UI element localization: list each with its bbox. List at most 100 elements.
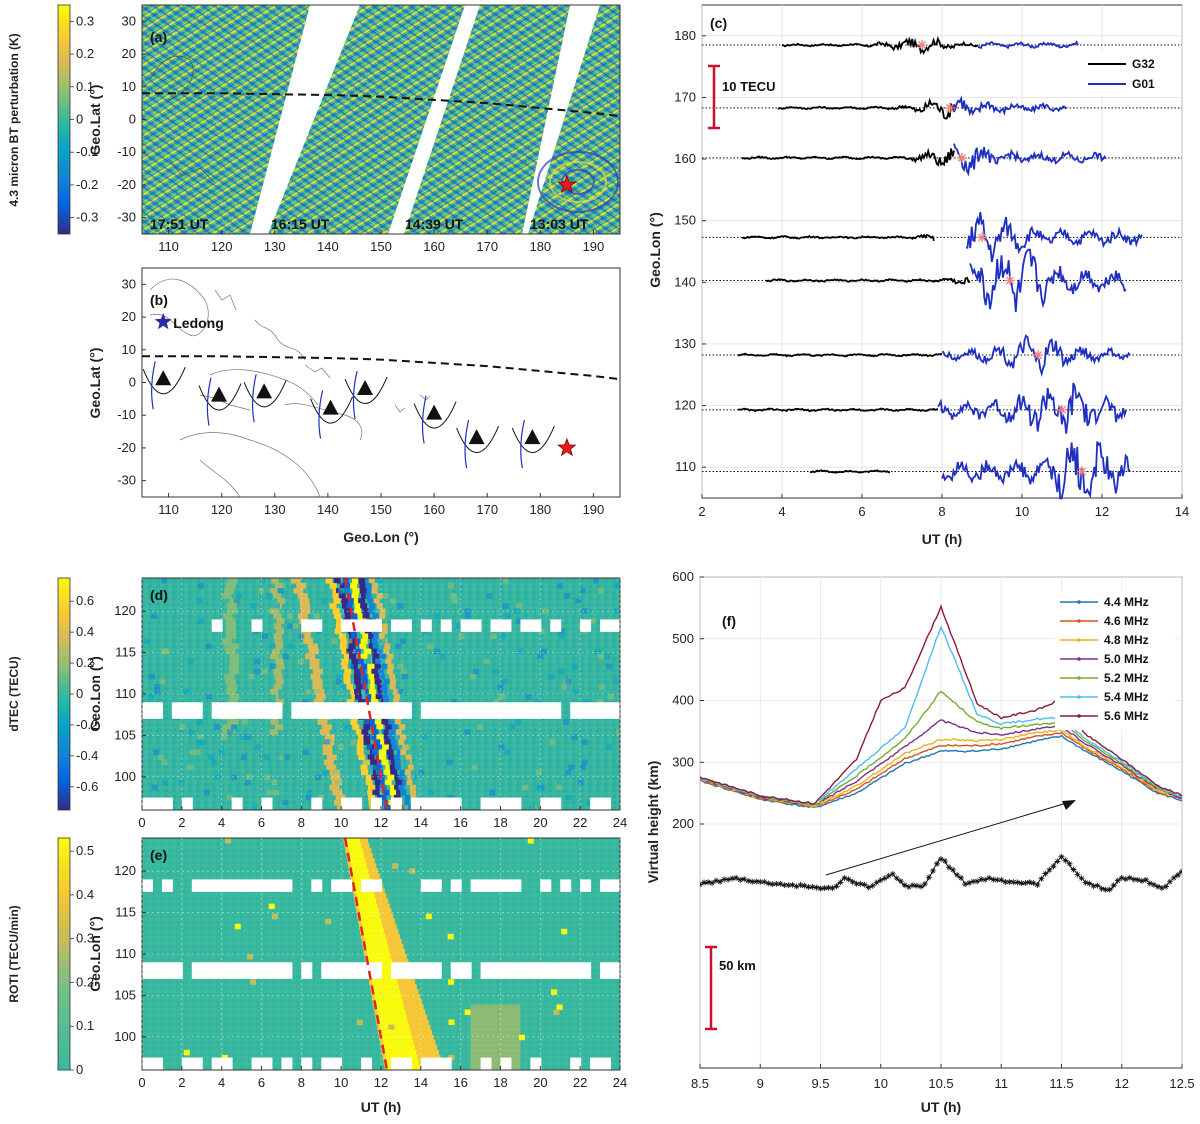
x-tick-label: 18 [493, 815, 507, 830]
dtec-cell [309, 658, 320, 665]
trend-arrow [825, 801, 1071, 876]
dtec-cell [372, 789, 380, 796]
panel-label-b: (b) [150, 292, 168, 308]
data-gap [341, 702, 353, 719]
data-gap [580, 702, 592, 719]
dtec-cell [378, 673, 385, 680]
roti-cell [368, 959, 393, 965]
data-gap [540, 879, 552, 892]
axes-f: 8.5 9 9.5 10 10.5 11 11.5 12 12.5 600 500 400 300 200 [672, 569, 1194, 1091]
dtec-cell [290, 578, 301, 584]
x-tick-label: 24 [613, 1075, 627, 1090]
g01-trace [977, 40, 1079, 50]
dtec-cell [367, 683, 375, 690]
x-tick-label: 12.5 [1169, 1076, 1194, 1091]
data-gap [400, 1057, 412, 1070]
y-tick-label: 20 [122, 46, 136, 61]
ipp-track [413, 401, 457, 429]
dtec-cell [369, 719, 376, 725]
colorbar-tick: -0.2 [76, 177, 98, 192]
dtec-cell [341, 663, 349, 670]
colorbar-tick: -0.3 [76, 210, 98, 225]
x-tick-label: 140 [317, 502, 339, 517]
g01-trace [953, 143, 1107, 177]
ipp-track-g01 [464, 419, 470, 469]
x-tick-label: 10 [874, 1076, 888, 1091]
dtec-cell [341, 603, 349, 609]
dtec-cell [376, 603, 383, 609]
ipp-track [310, 396, 354, 424]
dtec-cell [381, 683, 388, 690]
dtec-cell [394, 764, 401, 771]
y-tick-label: 115 [115, 905, 136, 920]
dtec-cell [393, 754, 400, 761]
roti-cell [372, 984, 399, 990]
dtec-cell [346, 603, 353, 609]
x-tick-label: 8 [938, 504, 945, 519]
dtec-cell [380, 739, 388, 745]
data-gap [450, 962, 462, 979]
data-gap [460, 962, 472, 979]
y-tick-label: 110 [675, 459, 696, 474]
y-tick-label: 105 [114, 727, 136, 742]
y-tick-label: 105 [114, 987, 136, 1002]
data-gap [311, 879, 323, 892]
x-tick-label: 120 [211, 502, 233, 517]
data-gap [231, 797, 243, 810]
dtec-cell [300, 603, 311, 609]
dtec-cell [341, 658, 349, 665]
g32-trace [741, 233, 935, 242]
colorbar-tick: 0.2 [76, 46, 94, 61]
data-gap [301, 702, 313, 719]
data-gap [221, 962, 233, 979]
dtec-cell [343, 678, 351, 685]
data-gap [261, 962, 273, 979]
dtec-cell [344, 668, 352, 675]
roti-cell [361, 918, 382, 925]
y-tick-label: 300 [672, 754, 694, 769]
x-tick-label: 150 [370, 502, 392, 517]
dtec-cell [368, 643, 376, 650]
ipp-track-g01 [352, 370, 358, 420]
dtec-cell [332, 588, 340, 594]
y-tick-label: 0 [129, 375, 136, 390]
dtec-cell [368, 633, 376, 640]
dtec-cell [356, 744, 364, 750]
dtec-cell [360, 603, 368, 609]
y-tick-label: 0 [129, 112, 136, 127]
dtec-cell [380, 779, 387, 786]
dtec-cell [403, 799, 410, 806]
data-gap [191, 1057, 203, 1070]
dtec-cell [370, 724, 377, 730]
colorbar-tick: 0 [76, 112, 83, 127]
dtec-cell [365, 774, 373, 781]
dtec-cell [385, 764, 393, 771]
data-gap [161, 879, 173, 892]
data-gap [151, 1057, 163, 1070]
dtec-cell [358, 754, 366, 761]
epicenter-star-b [557, 437, 577, 457]
data-gap [191, 962, 203, 979]
y-tick-label: 30 [122, 276, 136, 291]
axes-b: 110 120 130 140 150 160 170 180 190 30 20 10 0 -10 -20… [117, 276, 604, 517]
data-gap [151, 962, 163, 979]
data-gap [361, 619, 373, 632]
dtec-cell [354, 678, 362, 685]
data-gap [430, 797, 442, 810]
data-gap [181, 702, 193, 719]
data-gap [331, 702, 343, 719]
dtec-cell [349, 653, 356, 660]
dtec-cell [384, 643, 391, 650]
dtec-cell [383, 648, 390, 655]
dtec-cell [393, 688, 400, 695]
data-gap [490, 702, 502, 719]
axes-a: 110 120 130 140 150 160 170 180 190 30 20 10 0 -10 -20… [117, 13, 604, 254]
roti-cell [356, 893, 375, 900]
data-gap [550, 797, 562, 810]
dtec-cell [350, 719, 358, 725]
dtec-cell [326, 754, 337, 761]
x-tick-label: 12 [1115, 1076, 1129, 1091]
dtec-cell [391, 744, 398, 750]
legend-label: 5.2 MHz [1104, 671, 1149, 685]
